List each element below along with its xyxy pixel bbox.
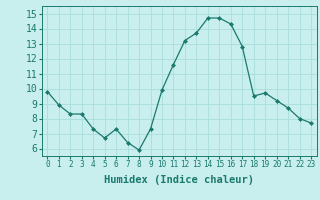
X-axis label: Humidex (Indice chaleur): Humidex (Indice chaleur) — [104, 175, 254, 185]
